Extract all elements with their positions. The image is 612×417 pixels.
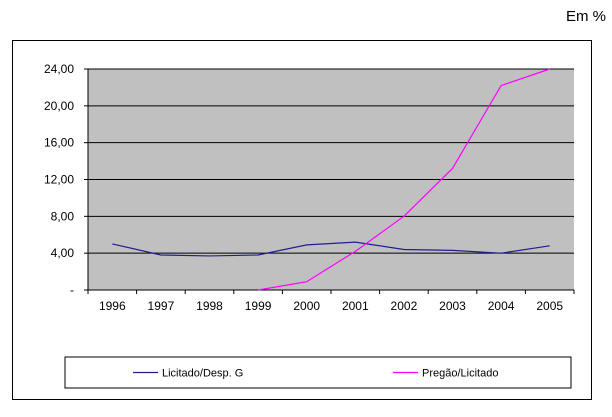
legend-label-1: Licitado/Desp. G [162, 368, 243, 380]
series-line-1 [112, 241, 550, 257]
y-tick-label: 12,00 [44, 173, 74, 187]
y-tick-label: - [70, 283, 74, 297]
x-tick-label: 2002 [391, 299, 418, 313]
x-tick-label: 2004 [488, 299, 515, 313]
x-tick-label: 2003 [439, 299, 466, 313]
x-tick-label: 2001 [342, 299, 369, 313]
x-tick-label: 1999 [245, 299, 272, 313]
x-tick-label: 2000 [293, 299, 320, 313]
series-lines [112, 68, 550, 291]
series-line-2 [257, 68, 550, 291]
y-tick-label: 24,00 [44, 62, 74, 76]
unit-label: Em % [565, 8, 606, 25]
legend-label-2: Pregão/Licitado [422, 368, 498, 380]
gridlines [88, 68, 574, 254]
y-tick-label: 16,00 [44, 136, 74, 150]
x-tick-label: 1998 [196, 299, 223, 313]
y-tick-label: 8,00 [51, 209, 75, 223]
x-tick-label: 1996 [99, 299, 126, 313]
chart-frame: -4,00 8,00 12,00 16,00 20,00 24,00 1996 1997 19… [12, 40, 592, 400]
y-tick-label: 20,00 [44, 99, 74, 113]
y-axis-ticks: - 4,00 8,00 12,00 16,00 20,00 24,00 [44, 62, 88, 297]
x-tick-label: 1997 [148, 299, 175, 313]
x-axis-ticks: 1996 1997 1998 1999 2000 2001 2002 2003 2004 2005 [87, 290, 575, 313]
x-tick-label: 2005 [536, 299, 563, 313]
y-tick-label: 4,00 [51, 246, 75, 260]
legend: Licitado/Desp. G Pregão/Licitado [64, 356, 572, 389]
